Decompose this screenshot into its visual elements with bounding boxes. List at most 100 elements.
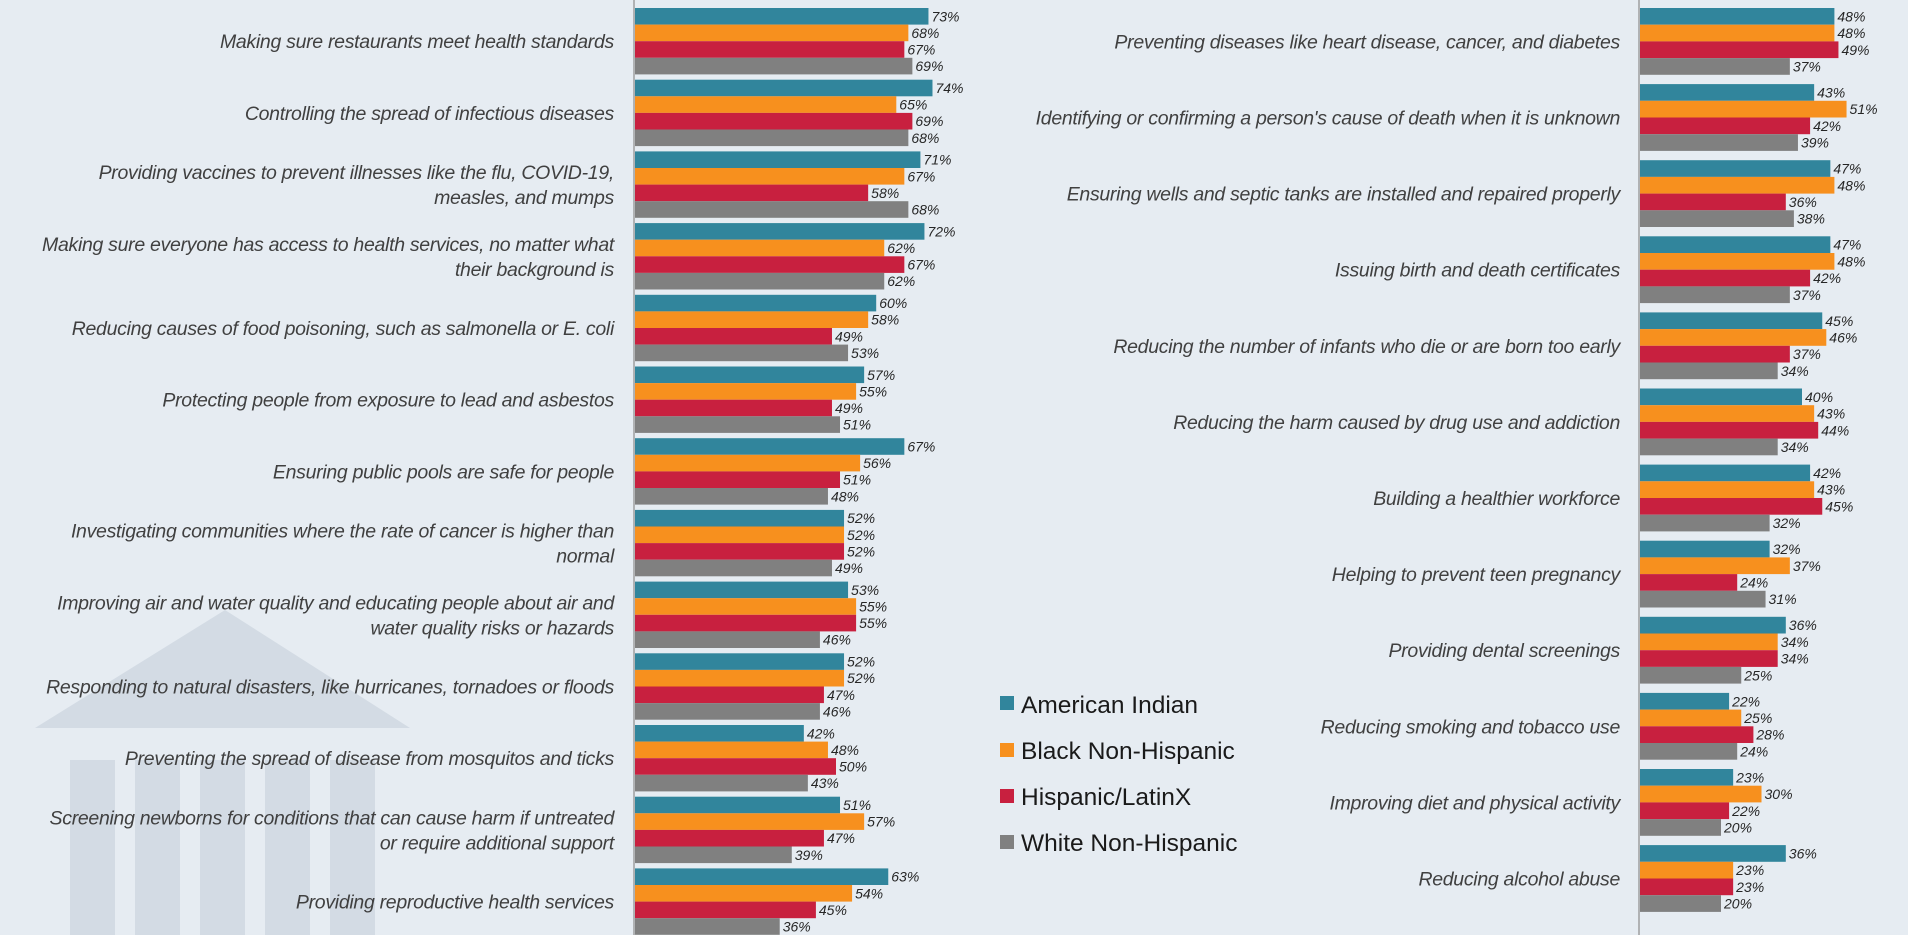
bar: [635, 846, 792, 864]
data-label: 73%: [931, 8, 959, 24]
bar: [1640, 421, 1819, 439]
category-label: Identifying or confirming a person's cau…: [1036, 108, 1620, 130]
bar: [635, 344, 849, 362]
bar: [1640, 117, 1811, 135]
category-group: Issuing birth and death certificates47%4…: [1335, 236, 1865, 304]
bar: [635, 151, 921, 168]
bar: [635, 741, 828, 759]
category-label: Ensuring public pools are safe for peopl…: [273, 461, 615, 483]
category-label: measles, and mumps: [434, 187, 614, 209]
data-label: 36%: [1789, 194, 1817, 210]
data-label: 48%: [831, 742, 859, 758]
data-label: 62%: [887, 273, 915, 289]
bar: [1640, 8, 1835, 25]
bar: [1640, 743, 1738, 760]
category-group: Protecting people from exposure to lead …: [162, 366, 895, 433]
data-label: 37%: [1793, 287, 1821, 303]
category-label: Responding to natural disasters, like hu…: [46, 677, 614, 699]
category-group: Screening newborns for conditions that c…: [50, 796, 895, 864]
bar: [1640, 878, 1734, 896]
category-label: Protecting people from exposure to lead …: [162, 390, 614, 412]
data-label: 25%: [1743, 667, 1772, 683]
data-label: 57%: [867, 814, 895, 830]
legend-swatch: [1000, 696, 1014, 710]
bar: [635, 901, 816, 919]
category-group: Identifying or confirming a person's cau…: [1036, 84, 1878, 151]
category-group: Improving air and water quality and educ…: [57, 581, 887, 648]
bar: [635, 559, 832, 577]
legend-label: White Non-Hispanic: [1021, 830, 1238, 857]
bar: [1640, 709, 1742, 727]
data-label: 36%: [1789, 617, 1817, 633]
category-group: Helping to prevent teen pregnancy 32%37% 2…: [1332, 540, 1821, 608]
data-label: 34%: [1781, 439, 1809, 455]
data-label: 23%: [1735, 862, 1764, 878]
bar: [635, 703, 820, 720]
data-label: 55%: [859, 599, 887, 615]
bar: [635, 653, 845, 670]
data-label: 23%: [1735, 879, 1764, 895]
bar: [635, 129, 909, 147]
category-group: Preventing the spread of disease from mo…: [125, 725, 867, 792]
bar: [635, 416, 841, 433]
legend-swatch: [1000, 743, 1014, 757]
bar: [1640, 24, 1835, 42]
category-label: Improving air and water quality and educ…: [57, 592, 615, 614]
category-label: Preventing the spread of disease from mo…: [125, 748, 615, 770]
category-label: Making sure everyone has access to healt…: [42, 234, 616, 256]
data-label: 45%: [819, 902, 847, 918]
bar: [635, 598, 857, 615]
data-label: 25%: [1743, 710, 1772, 726]
bar: [1640, 590, 1766, 608]
data-label: 42%: [1813, 465, 1841, 481]
data-label: 57%: [867, 367, 895, 383]
bar: [635, 239, 885, 257]
data-label: 36%: [783, 919, 811, 935]
data-label: 38%: [1797, 211, 1825, 227]
bar: [635, 526, 845, 544]
data-label: 55%: [859, 383, 887, 399]
data-label: 39%: [795, 847, 823, 863]
data-label: 37%: [1793, 346, 1821, 362]
category-label: Providing vaccines to prevent illnesses …: [99, 162, 614, 184]
data-label: 51%: [843, 797, 871, 813]
data-label: 48%: [1837, 253, 1865, 269]
category-label: Helping to prevent teen pregnancy: [1332, 564, 1622, 586]
bar: [635, 328, 832, 345]
data-label: 32%: [1773, 541, 1801, 557]
data-label: 51%: [843, 417, 871, 433]
data-label: 49%: [835, 400, 863, 416]
data-label: 24%: [1739, 743, 1768, 759]
bar: [635, 614, 857, 632]
bar: [635, 885, 853, 902]
category-group: Ensuring wells and septic tanks are inst…: [1067, 160, 1865, 227]
bar: [1640, 464, 1811, 482]
bar: [1640, 253, 1835, 270]
bar: [635, 311, 869, 328]
data-label: 47%: [1833, 161, 1861, 177]
bar: [635, 96, 897, 113]
data-label: 55%: [859, 615, 887, 631]
legend-item: White Non-Hispanic: [1000, 830, 1238, 857]
bar: [635, 366, 865, 384]
data-label: 63%: [891, 869, 919, 885]
bar: [635, 918, 780, 935]
bar: [635, 509, 845, 527]
category-label: Improving diet and physical activity: [1329, 792, 1621, 814]
bar: [635, 543, 845, 560]
data-label: 67%: [907, 439, 935, 455]
category-label: Reducing causes of food poisoning, such …: [72, 318, 615, 340]
bar: [635, 223, 925, 240]
data-label: 48%: [1837, 8, 1865, 24]
category-label: Making sure restaurants meet health stan…: [220, 31, 615, 53]
data-label: 46%: [823, 632, 851, 648]
data-label: 45%: [1825, 498, 1853, 514]
legend-swatch: [1000, 835, 1014, 849]
category-group: Responding to natural disasters, like hu…: [46, 653, 875, 720]
data-label: 34%: [1781, 634, 1809, 650]
category-label: Reducing smoking and tobacco use: [1321, 716, 1621, 738]
bar: [635, 79, 933, 97]
data-label: 43%: [1817, 84, 1845, 100]
category-group: Improving diet and physical activity 23%3…: [1329, 769, 1793, 836]
